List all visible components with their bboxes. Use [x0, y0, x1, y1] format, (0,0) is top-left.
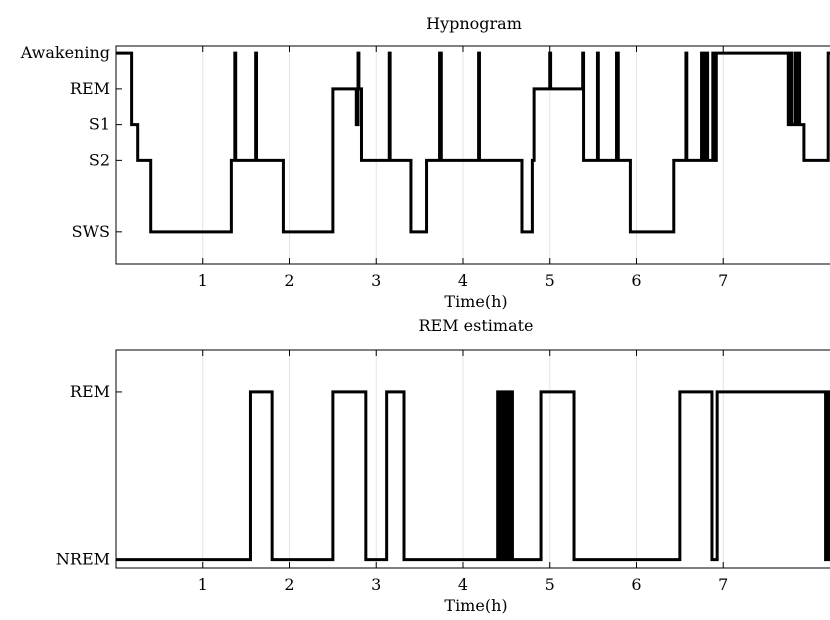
rem-estimate-x-tick-label: 5 [545, 575, 555, 594]
rem-estimate-x-tick-label: 4 [458, 575, 468, 594]
hypnogram-x-tick-label: 3 [371, 271, 381, 290]
hypnogram-x-tick-label: 5 [545, 271, 555, 290]
hypnogram-y-tick-labels: Awakening REM S1 S2 SWS [20, 43, 110, 241]
rem-estimate-x-tick-labels: 1 2 3 4 5 6 7 [198, 575, 729, 594]
hypnogram-panel: Hypnogram 1 2 3 4 5 6 7 Awakening REM S1 S2 SWS Ti… [20, 14, 830, 311]
rem-estimate-x-tick-label: 2 [284, 575, 294, 594]
hypnogram-y-tick-label: S1 [89, 115, 110, 134]
hypnogram-y-tick-label: Awakening [20, 43, 110, 62]
hypnogram-x-tick-labels: 1 2 3 4 5 6 7 [198, 271, 729, 290]
rem-estimate-title: REM estimate [418, 316, 533, 335]
hypnogram-x-tick-label: 4 [458, 271, 468, 290]
hypnogram-title: Hypnogram [426, 14, 522, 33]
rem-estimate-axes-frame [115, 349, 830, 569]
hypnogram-x-tick-label: 2 [284, 271, 294, 290]
hypnogram-y-tick-label: SWS [72, 222, 110, 241]
hypnogram-x-tick-label: 1 [198, 271, 208, 290]
rem-estimate-panel: REM estimate 1 2 3 4 5 6 7 REM NREM Time(h) [56, 316, 830, 615]
hypnogram-trace [116, 51, 830, 234]
hypnogram-x-tick-label: 6 [631, 271, 641, 290]
rem-estimate-x-tick-label: 6 [631, 575, 641, 594]
rem-estimate-y-tick-labels: REM NREM [56, 382, 110, 569]
rem-estimate-x-tick-label: 3 [371, 575, 381, 594]
rem-estimate-ticks [116, 350, 724, 568]
hypnogram-x-tick-label: 7 [718, 271, 728, 290]
hypnogram-x-axis-label: Time(h) [444, 292, 507, 311]
hypnogram-y-tick-label: S2 [89, 150, 110, 169]
hypnogram-y-tick-label: REM [70, 79, 110, 98]
rem-estimate-y-tick-label: NREM [56, 550, 110, 569]
rem-estimate-x-axis-label: Time(h) [444, 596, 507, 615]
rem-estimate-x-tick-label: 1 [198, 575, 208, 594]
hypnogram-axes-frame [115, 45, 830, 265]
rem-estimate-trace [116, 390, 830, 562]
rem-estimate-y-tick-label: REM [70, 382, 110, 401]
rem-estimate-x-tick-label: 7 [718, 575, 728, 594]
rem-estimate-grid [202, 350, 724, 568]
